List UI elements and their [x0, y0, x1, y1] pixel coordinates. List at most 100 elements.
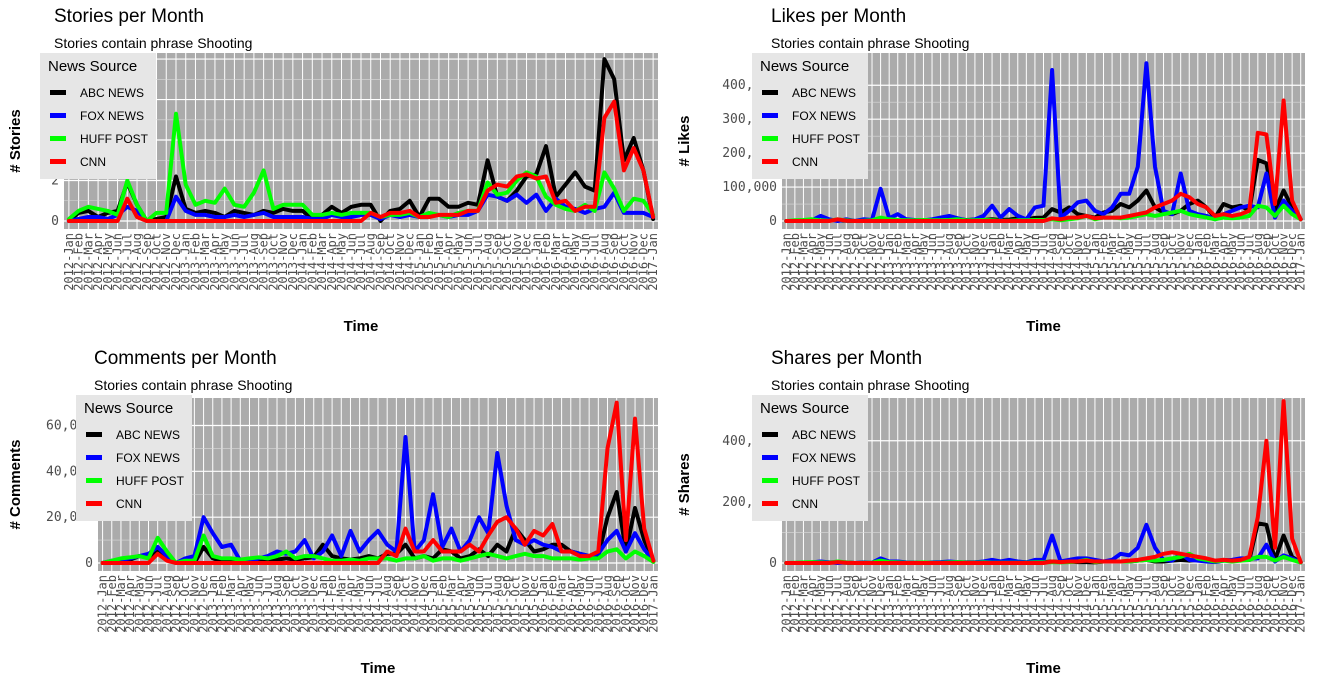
shares-xtick-label: 2012-Dec [874, 575, 888, 633]
stories-xtick-label: 2017-Jan [646, 233, 660, 291]
likes-xtick-label: 2014-Feb [994, 233, 1008, 291]
legend-label: CNN [792, 154, 818, 169]
comments-xtick-label: 2012-Jan [96, 575, 110, 633]
legend-label: HUFF POST [116, 473, 184, 488]
comments-xtick-label: 2013-Nov [298, 575, 312, 633]
likes-xtick-label: 2016-Aug [1251, 233, 1265, 291]
stories-xtick-label: 2013-Jan [179, 233, 193, 291]
stories-xtick-label: 2015-Sep [490, 233, 504, 291]
shares-xtick-label: 2014-Jul [1037, 575, 1051, 633]
stories-xtick-label: 2014-Jan [296, 233, 310, 291]
likes-xtick-label: 2014-Dec [1079, 233, 1093, 291]
comments-xtick-label: 2017-Jan [646, 575, 660, 633]
likes-xtick-label: 2012-Sep [848, 233, 862, 291]
comments-xtick-label: 2012-Dec [197, 575, 211, 633]
comments-xtick-label: 2014-Jun [362, 575, 376, 633]
legend-item-huff: HUFF POST [84, 469, 184, 492]
stories-ytick-label: 0 [51, 214, 59, 229]
likes-xtick-label: 2012-Aug [839, 233, 853, 291]
stories-xtick-label: 2014-Feb [305, 233, 319, 291]
legend-swatch-cnn [762, 159, 778, 164]
shares-x-axis-label: Time [1026, 660, 1061, 677]
legend-item-cnn: CNN [84, 492, 184, 515]
shares-xtick-label: 2016-Jun [1234, 575, 1248, 633]
likes-xtick-label: 2012-May [814, 233, 828, 291]
comments-xtick-label: 2013-Dec [307, 575, 321, 633]
legend-title: News Source [84, 400, 174, 417]
legend-label: ABC NEWS [80, 85, 145, 100]
shares-xtick-label: 2016-Jul [1242, 575, 1256, 633]
legend-item-huff: HUFF POST [760, 469, 860, 492]
stories-xtick-label: 2016-Apr [558, 233, 572, 291]
stories-ytick-label: 2 [51, 174, 59, 189]
likes-xtick-label: 2013-Mar [899, 233, 913, 291]
shares-xtick-label: 2015-May [1122, 575, 1136, 633]
shares-xtick-label: 2012-Aug [839, 575, 853, 633]
stories-xtick-label: 2015-Oct [500, 233, 514, 291]
likes-xtick-label: 2012-Nov [865, 233, 879, 291]
comments-xtick-label: 2015-Jan [426, 575, 440, 633]
stories-series-cnn [66, 99, 656, 223]
stories-xtick-label: 2015-Jul [471, 233, 485, 291]
comments-xtick-label: 2014-Aug [380, 575, 394, 633]
stories-xtick-label: 2014-Jun [344, 233, 358, 291]
stories-xtick-label: 2015-May [451, 233, 465, 291]
likes-xtick-label: 2012-Dec [874, 233, 888, 291]
stories-xtick-label: 2012-Apr [91, 233, 105, 291]
likes-legend: News Source ABC NEWS FOX NEWS HUFF POST … [752, 53, 868, 179]
shares-xtick-label: 2012-Jan [779, 575, 793, 633]
stories-xtick-label: 2013-Mar [198, 233, 212, 291]
shares-xtick-label: 2015-Jan [1088, 575, 1102, 633]
legend-item-abc: ABC NEWS [760, 81, 860, 104]
comments-xtick-label: 2015-Oct [509, 575, 523, 633]
shares-xtick-label: 2015-Feb [1097, 575, 1111, 633]
comments-xtick-label: 2013-Oct [288, 575, 302, 633]
legend-swatch-fox [86, 455, 102, 460]
legend-label: HUFF POST [792, 473, 860, 488]
stories-xtick-label: 2013-Aug [247, 233, 261, 291]
stories-xtick-label: 2012-Mar [81, 233, 95, 291]
stories-xtick-label: 2016-Oct [617, 233, 631, 291]
shares-xtick-label: 2015-Mar [1105, 575, 1119, 633]
likes-xtick-label: 2013-Oct [959, 233, 973, 291]
likes-xtick-label: 2015-Jul [1139, 233, 1153, 291]
shares-xtick-label: 2014-Oct [1062, 575, 1076, 633]
shares-xtick-label: 2013-Jun [925, 575, 939, 633]
shares-xtick-label: 2014-Mar [1002, 575, 1016, 633]
likes-xtick-label: 2013-Sep [951, 233, 965, 291]
likes-xtick-label: 2014-Oct [1062, 233, 1076, 291]
comments-subtitle: Stories contain phrase Shooting [94, 377, 293, 393]
stories-xtick-label: 2015-Feb [422, 233, 436, 291]
stories-xtick-label: 2015-Jun [461, 233, 475, 291]
stories-xtick-label: 2013-May [218, 233, 232, 291]
comments-xtick-label: 2013-Aug [270, 575, 284, 633]
shares-xtick-label: 2016-May [1225, 575, 1239, 633]
legend-label: CNN [792, 496, 818, 511]
legend-item-cnn: CNN [48, 150, 148, 173]
comments-series-huff-post [100, 533, 656, 565]
comments-xtick-label: 2015-Jul [481, 575, 495, 633]
comments-xtick-label: 2015-Aug [490, 575, 504, 633]
comments-xtick-label: 2016-Dec [637, 575, 651, 633]
legend-swatch-abc [86, 432, 102, 437]
shares-title: Shares per Month [771, 348, 923, 369]
comments-xtick-label: 2013-Sep [279, 575, 293, 633]
legend-item-cnn: CNN [760, 492, 860, 515]
likes-xtick-label: 2012-Oct [856, 233, 870, 291]
likes-xtick-label: 2014-Jun [1028, 233, 1042, 291]
likes-ytick-label: 0 [769, 214, 777, 229]
comments-xtick-label: 2013-May [242, 575, 256, 633]
legend-swatch-huff [762, 478, 778, 483]
legend-swatch-abc [762, 432, 778, 437]
likes-xtick-label: 2015-Oct [1165, 233, 1179, 291]
likes-xtick-label: 2013-May [916, 233, 930, 291]
stories-xtick-label: 2013-Jun [227, 233, 241, 291]
shares-xtick-label: 2015-Sep [1157, 575, 1171, 633]
stories-xtick-label: 2013-Apr [208, 233, 222, 291]
stories-xtick-label: 2015-Mar [432, 233, 446, 291]
likes-title: Likes per Month [771, 6, 907, 27]
comments-xtick-label: 2014-Apr [343, 575, 357, 633]
legend-item-fox: FOX NEWS [48, 104, 148, 127]
comments-xtick-label: 2012-Mar [114, 575, 128, 633]
